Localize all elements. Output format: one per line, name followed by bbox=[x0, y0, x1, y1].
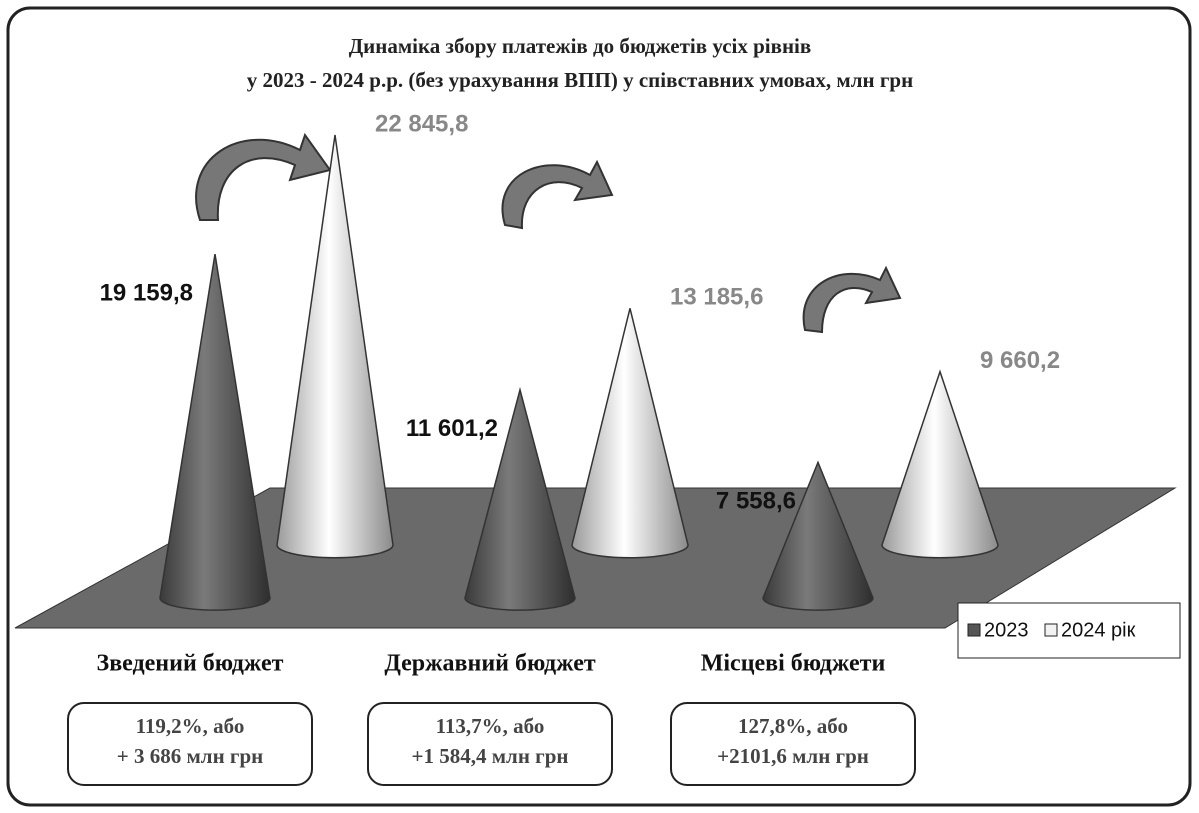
legend-box bbox=[957, 602, 1181, 659]
category-label: Місцеві бюджети bbox=[701, 651, 886, 677]
value-label: 7 558,6 bbox=[716, 488, 796, 515]
arrows bbox=[195, 132, 902, 334]
category-label: Державний бюджет bbox=[384, 651, 596, 677]
annotation-box bbox=[367, 702, 613, 786]
value-label: 22 845,8 bbox=[375, 110, 468, 137]
cone bbox=[464, 386, 576, 611]
annotation-text: +1 584,4 млн грн bbox=[412, 744, 569, 768]
value-label: 9 660,2 bbox=[980, 347, 1060, 374]
annotation-box bbox=[670, 702, 916, 786]
cone bbox=[762, 460, 874, 611]
annotation-box bbox=[67, 702, 313, 786]
frame bbox=[6, 6, 1192, 807]
value-label: 19 159,8 bbox=[100, 279, 193, 306]
legend-swatch bbox=[1044, 623, 1058, 637]
annotation-text: +2101,6 млн грн bbox=[717, 744, 869, 768]
value-label: 11 601,2 bbox=[406, 415, 498, 442]
title-line: у 2023 - 2024 р.р. (без урахування ВПП) … bbox=[247, 68, 913, 92]
legend-swatch bbox=[967, 623, 981, 637]
arrow bbox=[501, 159, 614, 230]
value-label: 13 185,6 bbox=[670, 284, 763, 311]
category-label: Зведений бюджет bbox=[97, 651, 284, 677]
cone bbox=[159, 254, 271, 611]
arrow bbox=[195, 132, 332, 221]
cone bbox=[881, 369, 999, 559]
arrow bbox=[802, 265, 902, 334]
annotation-text: 127,8%, або bbox=[738, 714, 848, 738]
annotation-text: 113,7%, або bbox=[436, 714, 545, 738]
legend-label: 2023 bbox=[984, 619, 1029, 641]
cone bbox=[276, 134, 394, 559]
cone bbox=[571, 308, 689, 559]
annotation-text: 119,2%, або bbox=[136, 714, 245, 738]
legend-label: 2024 рік bbox=[1061, 619, 1136, 641]
annotation-text: + 3 686 млн грн bbox=[117, 744, 263, 768]
title-line: Динаміка збору платежів до бюджетів усіх… bbox=[349, 34, 812, 58]
